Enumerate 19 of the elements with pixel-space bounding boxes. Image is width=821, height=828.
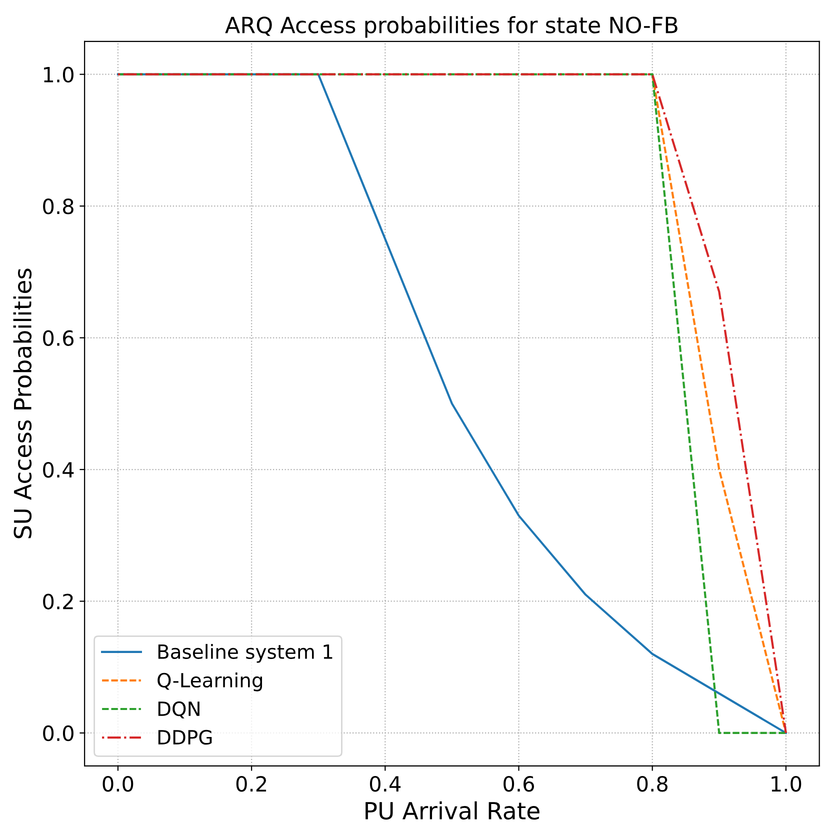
x-tick-label: 0.0 [102,776,134,792]
y-tick-label: 0.6 [43,330,74,346]
x-tick-label: 0.2 [236,776,266,792]
y-tick-label: 0.0 [43,725,74,742]
x-axis-title: PU Arrival Rate [366,801,540,820]
legend-label: DQN [158,701,200,718]
x-tick-label: 0.6 [504,776,534,792]
legend-label: Baseline system 1 [158,644,332,663]
y-tick-label: 0.2 [43,594,73,610]
legend-label: Q-Learning [158,672,262,692]
x-tick-label: 0.8 [637,776,668,792]
y-axis-title: SU Access Probabilities [13,268,32,538]
chart-title: ARQ Access probabilities for state NO-FB [225,16,678,38]
y-tick-label: 0.8 [43,198,74,214]
x-tick-label: 1.0 [772,776,802,792]
x-tick-label: 0.4 [370,776,401,792]
y-tick-label: 1.0 [44,66,74,83]
legend-label: DDPG [158,730,212,745]
y-tick-label: 0.4 [43,462,74,478]
